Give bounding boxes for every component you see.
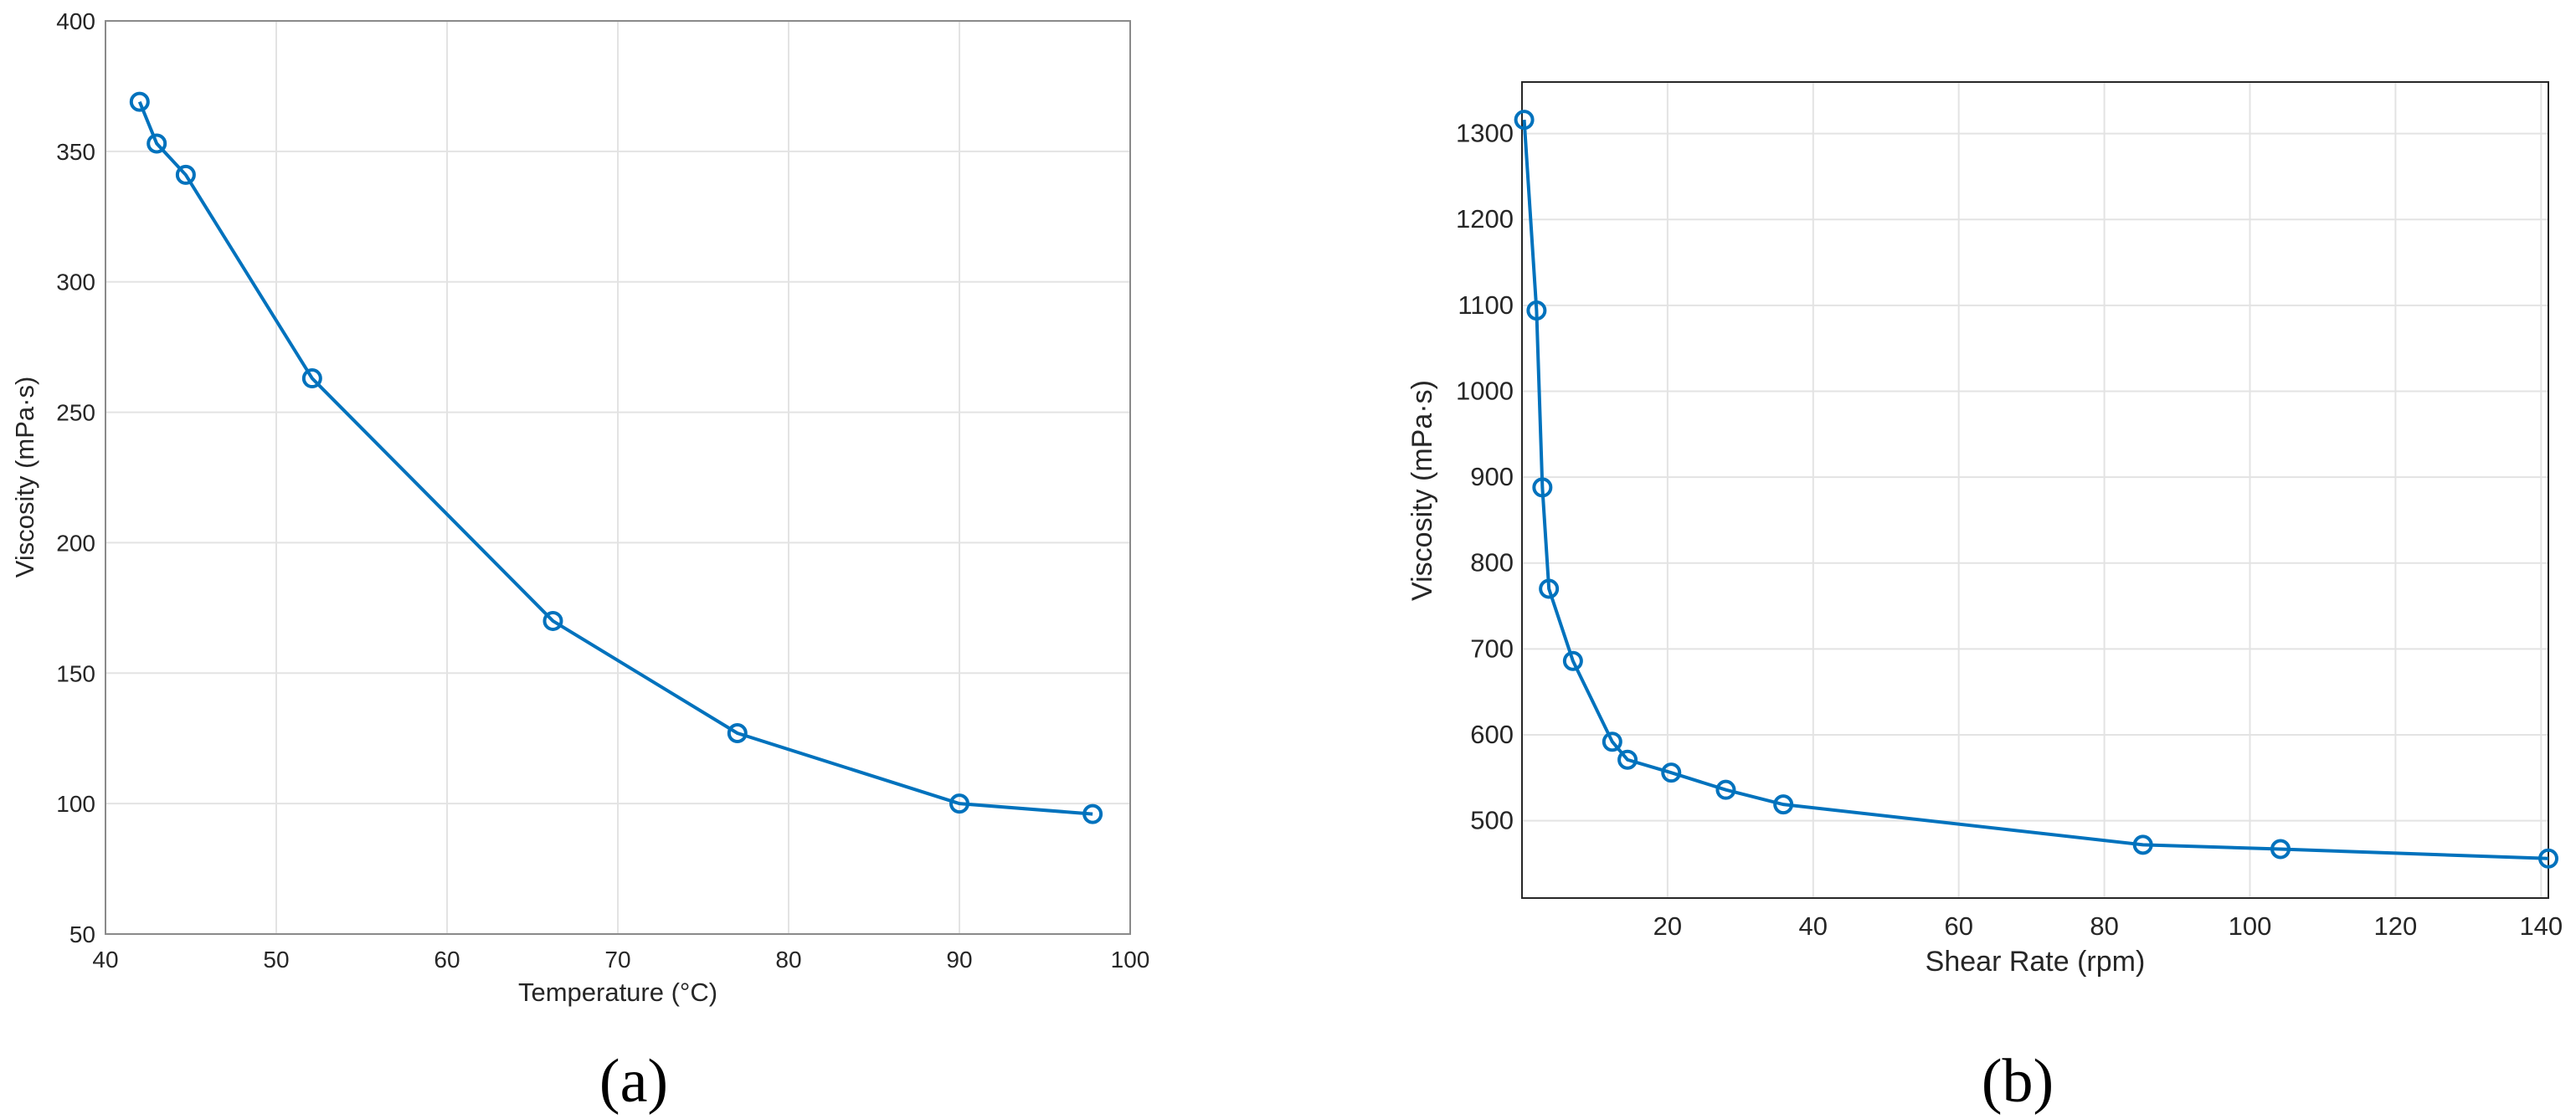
x-tick-label: 90 [946,947,972,973]
x-tick-label: 80 [2090,911,2118,941]
y-tick-label: 50 [69,921,95,947]
y-tick-label: 100 [56,791,95,817]
y-tick-label: 350 [56,139,95,165]
data-point-marker [2538,848,2558,869]
data-point-marker [1602,731,1622,752]
viscosity-vs-shear-rate-chart: 20 40 60 80 100 120 140 500 600 700 800 900 1000 1100… [1406,81,2563,1116]
plot-area-a [105,20,1131,935]
y-axis-title-a: Viscosity (mPa·s) [10,377,39,578]
x-tick-label: 100 [2229,911,2272,941]
data-point-marker [1526,300,1547,321]
panel-label-b: (b) [1982,1047,2054,1116]
y-tick-label: 1100 [1458,290,1514,320]
tick-labels-b: 20 40 60 80 100 120 140 500 600 700 800 900 1000 1100… [1456,119,2563,941]
x-tick-label: 80 [775,947,801,973]
y-tick-label: 1200 [1456,204,1514,234]
data-point-marker [1562,650,1583,671]
y-tick-label: 900 [1470,462,1514,491]
plot-area-b [1521,81,2549,899]
data-point-marker [1082,803,1103,824]
y-tick-label: 250 [56,400,95,426]
data-point-marker [1617,749,1638,770]
y-tick-label: 200 [56,530,95,556]
grid-a [105,20,1131,935]
y-tick-label: 300 [56,269,95,295]
data-point-marker [2270,839,2291,860]
y-tick-label: 400 [56,8,95,34]
grid-b [1522,82,2548,898]
x-axis-title-b: Shear Rate (rpm) [1926,946,2146,978]
y-tick-label: 150 [56,660,95,686]
y-tick-label: 1000 [1456,376,1514,405]
series-b [1514,110,2558,869]
series-a [129,91,1103,824]
data-point-marker [1532,477,1553,498]
y-tick-label: 600 [1470,720,1514,749]
panel-label-a: (a) [599,1047,668,1116]
data-point-marker [1715,779,1736,800]
y-tick-label: 700 [1470,634,1514,663]
x-tick-label: 100 [1111,947,1150,973]
x-tick-label: 120 [2374,911,2418,941]
data-point-marker [175,164,196,185]
data-point-marker [949,793,969,814]
series-line [1522,120,2549,860]
x-tick-label: 60 [434,947,460,973]
data-point-marker [147,133,167,154]
x-tick-label: 70 [604,947,630,973]
x-tick-label: 20 [1653,911,1682,941]
data-point-marker [1661,762,1682,783]
x-tick-label: 40 [1799,911,1828,941]
y-tick-label: 1300 [1456,119,1514,148]
x-axis-title-a: Temperature (°C) [518,978,717,1007]
x-tick-label: 60 [1944,911,1972,941]
y-axis-title-b: Viscosity (mPa·s) [1406,380,1438,601]
y-tick-label: 800 [1470,548,1514,577]
data-point-marker [2132,834,2153,855]
x-tick-label: 40 [92,947,118,973]
data-point-marker [1539,578,1560,599]
x-tick-label: 140 [2519,911,2563,941]
data-point-marker [727,722,748,743]
data-point-marker [301,368,322,389]
data-point-marker [542,610,563,631]
data-point-marker [129,91,150,112]
y-tick-label: 500 [1470,806,1514,835]
data-point-marker [1773,794,1794,815]
data-point-marker [1514,110,1535,131]
x-tick-label: 50 [263,947,289,973]
